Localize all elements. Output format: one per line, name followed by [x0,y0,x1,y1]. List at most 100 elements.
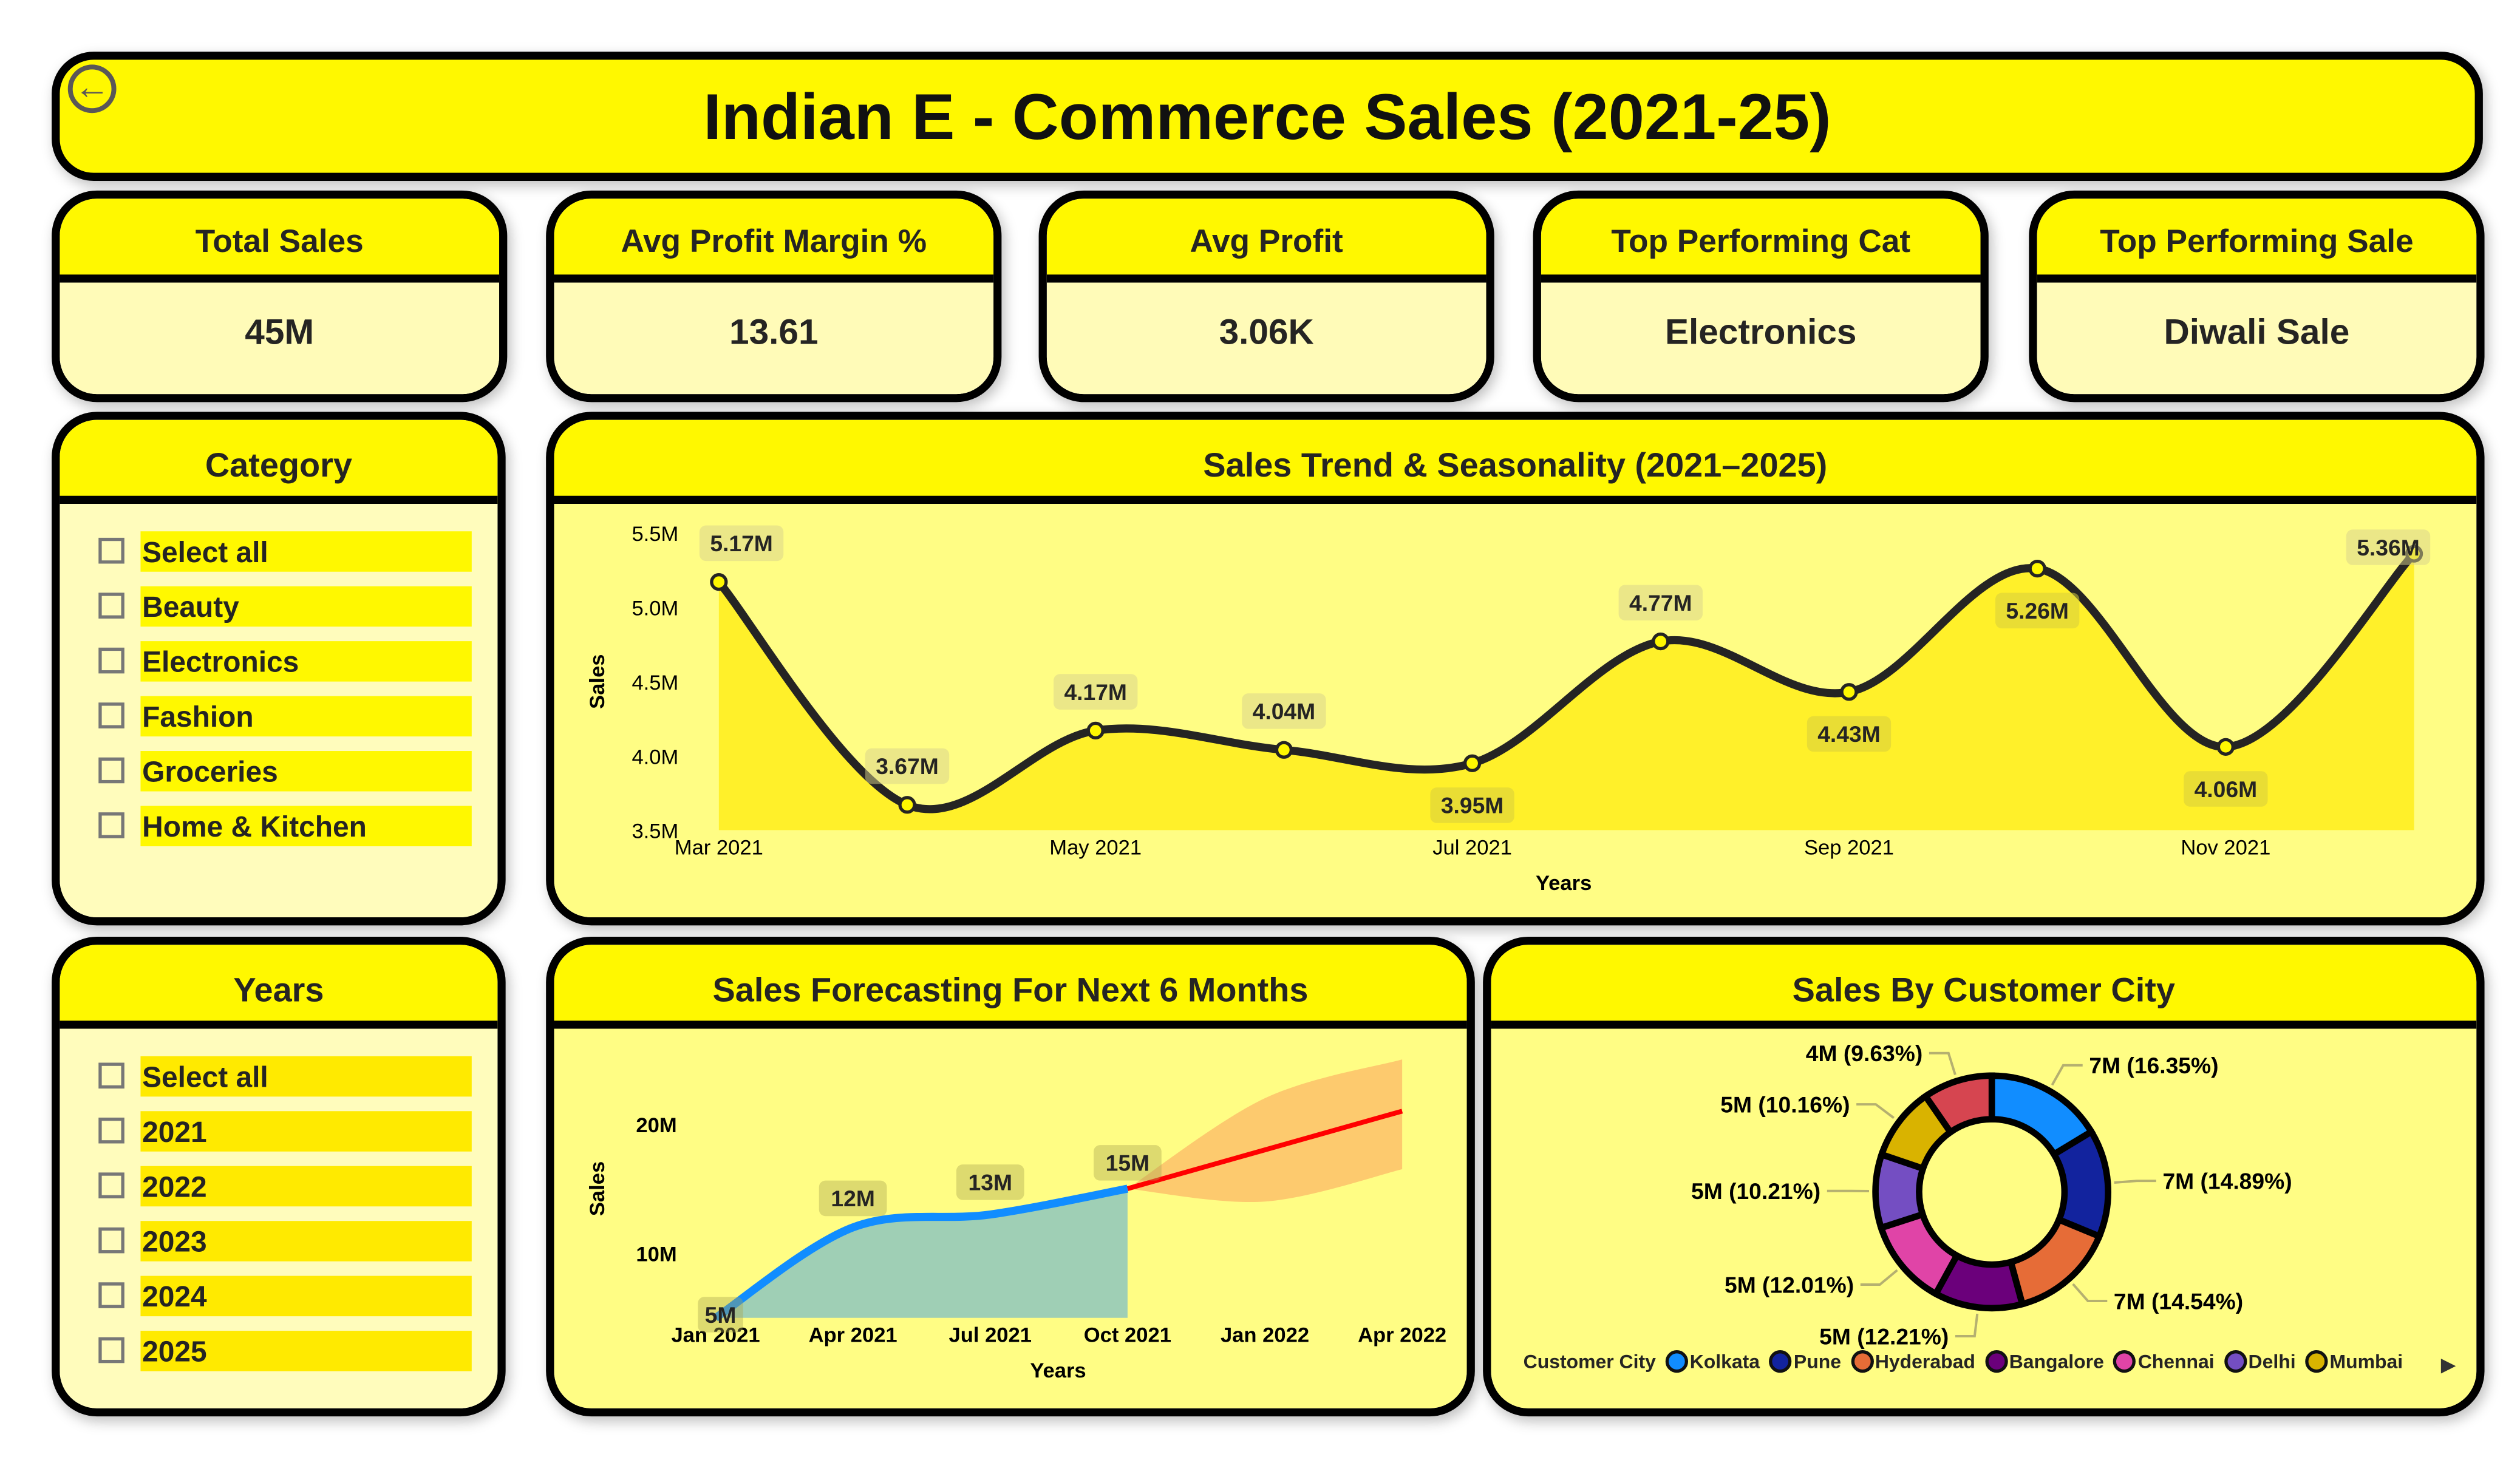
checkbox[interactable] [98,1117,124,1144]
years-slicer: Years Select all 2021 2022 2023 2024 2025 [52,936,506,1417]
slicer-option[interactable]: Electronics [98,633,497,688]
data-label-text: 3.67M [876,753,939,779]
data-label-text: 4.04M [1253,699,1316,724]
slice-label: 5M (10.16%) [1720,1092,1850,1117]
y-tick-label: 4.0M [632,745,678,769]
checkbox[interactable] [98,702,124,728]
data-label-bg [956,1164,1024,1200]
data-label-bg [1054,674,1138,710]
slice-label: 5M (12.21%) [1819,1323,1949,1349]
data-label: 4.04M [1242,693,1326,729]
kpi-label: Top Performing Sale [2037,199,2477,283]
data-label: 3.67M [865,748,950,784]
data-label-text: 5M [705,1302,737,1328]
data-label-text: 4.17M [1064,679,1127,705]
slicer-option-label: Fashion [140,695,472,736]
checkbox[interactable] [98,647,124,674]
forecast-chart: 10M 20M Jan 2021 Apr 2021 Jul 2021 Oct 2021 Ja… [586,1059,1446,1382]
chevron-right-icon: ▶ [2440,1353,2456,1376]
slicer-option[interactable]: 2024 [98,1268,497,1322]
city-card: Sales By Customer City 7M (16.35%) 7M (14… [1483,936,2485,1417]
kpi-card: Total Sales 45M [52,190,508,402]
checkbox[interactable] [98,757,124,784]
trend-marker [1840,683,1858,701]
checkbox[interactable] [98,812,124,838]
legend-swatch [1769,1350,1793,1373]
legend-item[interactable]: Pune [1769,1350,1841,1373]
checkbox[interactable] [98,1172,124,1198]
legend-label: Delhi [2248,1350,2296,1373]
donut-slice[interactable] [2006,1215,2104,1308]
legend-item[interactable]: Bangalore [1984,1350,2104,1373]
slicer-option[interactable]: Home & Kitchen [98,798,497,852]
checkbox[interactable] [98,537,124,564]
trend-marker [2028,560,2046,578]
leader-line [1955,1313,1979,1338]
data-label-text: 15M [1106,1150,1149,1176]
y-tick-label: 5.0M [632,597,678,620]
slicer-option-label: 2025 [140,1330,472,1371]
legend-item[interactable]: Delhi [2224,1350,2296,1373]
kpi-card: Top Performing Cat Electronics [1533,190,1989,402]
slicer-option[interactable]: 2022 [98,1158,497,1212]
legend-swatch [2305,1350,2328,1373]
x-tick-label: Mar 2021 [675,836,763,859]
data-label-bg [1995,593,2080,629]
slicer-option[interactable]: Select all [98,523,497,578]
legend-label: Bangalore [2009,1350,2104,1373]
legend-item[interactable]: Mumbai [2305,1350,2403,1373]
category-slicer: Category Select all Beauty Electronics Fash… [52,412,506,926]
legend-label: Chennai [2137,1350,2215,1373]
donut-slice[interactable] [1921,1072,1995,1137]
x-tick-label: Nov 2021 [2181,836,2270,859]
slicer-option[interactable]: 2025 [98,1323,497,1377]
kpi-card: Top Performing Sale Diwali Sale [2029,190,2485,402]
data-label-bg [2184,771,2268,807]
page-title: Indian E - Commerce Sales (2021-25) [703,82,1831,154]
slicer-option[interactable]: 2021 [98,1103,497,1158]
slicer-option-label: 2024 [140,1275,472,1316]
forecast-line [1126,1109,1403,1191]
slicer-option[interactable]: 2023 [98,1213,497,1268]
back-button[interactable]: ← [67,64,117,114]
slicer-option-label: Electronics [140,640,472,681]
checkbox[interactable] [98,1227,124,1254]
checkbox[interactable] [98,1062,124,1089]
legend-item[interactable]: Kolkata [1665,1350,1760,1373]
slicer-option-label: Groceries [140,750,472,791]
x-axis-title: Years [1030,1359,1086,1382]
trend-marker [1086,721,1105,740]
slicer-option[interactable]: Fashion [98,688,497,742]
data-label-bg [1618,585,1703,620]
x-tick-label: Oct 2021 [1084,1324,1171,1347]
slicer-option[interactable]: Beauty [98,578,497,633]
data-label: 5.26M [1995,593,2080,629]
checkbox[interactable] [98,593,124,619]
data-label-text: 5.26M [2006,598,2069,623]
data-label-bg [698,1297,743,1333]
legend-next-button[interactable]: ▶ [2441,1353,2456,1376]
data-label: 4.77M [1618,585,1703,620]
checkbox[interactable] [98,1337,124,1364]
kpi-card: Avg Profit 3.06K [1038,190,1494,402]
x-tick-label: Jan 2021 [671,1324,760,1347]
x-axis-title: Years [1536,872,1592,895]
data-label-text: 5.17M [710,531,773,556]
leader-line [1856,1103,1895,1119]
slicer-option[interactable]: Groceries [98,743,497,798]
data-label-text: 12M [831,1186,874,1211]
slicer-option-label: Select all [140,530,472,571]
kpi-value: Diwali Sale [2037,282,2477,395]
checkbox[interactable] [98,1282,124,1308]
legend-item[interactable]: Hyderabad [1850,1350,1975,1373]
kpi-label: Avg Profit Margin % [554,199,994,283]
data-label: 15M [1094,1145,1162,1181]
data-label-text: 4.43M [1817,721,1881,747]
kpi-label: Avg Profit [1046,199,1486,283]
arrow-left-circle-icon: ← [74,66,110,107]
legend-item[interactable]: Chennai [2113,1350,2215,1373]
x-tick-label: Jul 2021 [949,1324,1032,1347]
slicer-option[interactable]: Select all [98,1048,497,1103]
kpi-value: Electronics [1541,282,1981,395]
